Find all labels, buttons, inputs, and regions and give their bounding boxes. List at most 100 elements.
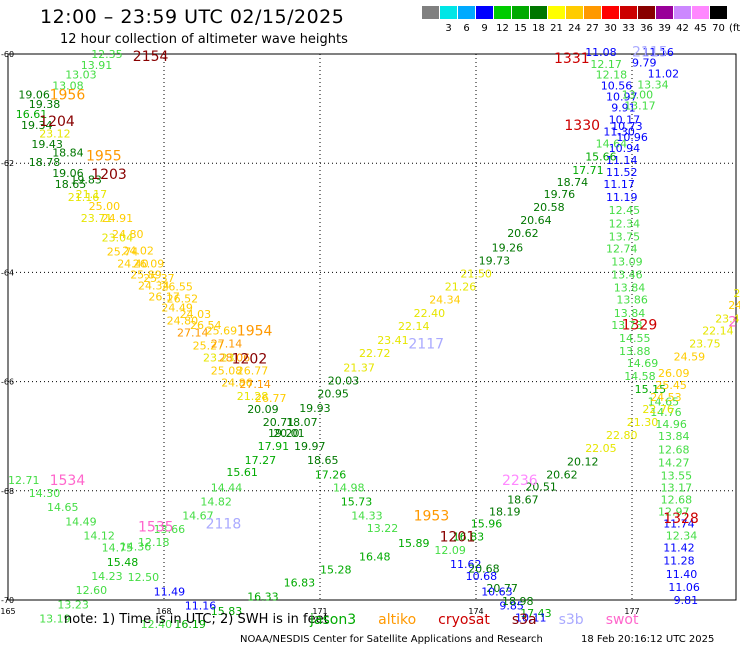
color-legend-swatch (602, 6, 619, 19)
pass-time-label: 2 (728, 315, 737, 331)
swh-value-label: 24.86 (221, 377, 253, 390)
swh-value-label: 13.75 (609, 230, 641, 243)
swh-value-label: 20.03 (328, 375, 360, 388)
swh-value-label: 9.79 (632, 57, 657, 70)
swh-value-label: 12.71 (8, 474, 40, 487)
page-subtitle: 12 hour collection of altimeter wave hei… (60, 32, 348, 47)
swh-value-label: 23.71 (81, 212, 113, 225)
swh-value-label: 16.19 (174, 618, 206, 631)
pass-time-label: 1535 (138, 519, 174, 535)
swh-value-label: 24.53 (650, 391, 682, 404)
pass-time-label: 2118 (206, 517, 242, 533)
swh-value-label: 10.68 (466, 570, 498, 583)
swh-value-label: 26.17 (148, 290, 180, 303)
pass-time-label: 1955 (86, 149, 122, 165)
swh-value-label: 19.93 (299, 402, 331, 415)
y-tick-label: -70 (1, 596, 14, 605)
swh-value-label: 22.14 (702, 324, 734, 337)
swh-value-label: 24.80 (112, 228, 144, 241)
swh-value-label: 13.00 (622, 88, 654, 101)
satellite-legend-item: s3b (558, 612, 584, 628)
color-legend-swatch (656, 6, 673, 19)
color-legend-swatch (422, 6, 439, 19)
swh-value-label: 25.69 (206, 324, 238, 337)
satellite-legend-item: jason3 (310, 612, 357, 628)
swh-value-label: 11.62 (450, 558, 482, 571)
swh-value-label: 14.12 (83, 530, 115, 543)
page-title: 12:00 – 23:59 UTC 02/15/2025 (40, 6, 345, 28)
swh-value-label: 11.28 (663, 555, 695, 568)
swh-value-label: 14.58 (624, 370, 656, 383)
pass-time-label: 1201 (440, 530, 476, 546)
swh-value-label: 15.15 (635, 383, 667, 396)
swh-value-label: 18.65 (55, 178, 87, 191)
swh-value-label: 14.75 (102, 542, 134, 555)
pass-time-label: 1953 (414, 508, 450, 524)
swh-value-label: 27.14 (177, 326, 209, 339)
swh-value-label: 23.75 (689, 337, 721, 350)
swh-value-label: 9.91 (611, 102, 636, 115)
footnote: note: 1) Time is in UTC; 2) SWH is in fe… (64, 612, 329, 627)
swh-value-label: 12.18 (596, 69, 628, 82)
color-legend-swatch (458, 6, 475, 19)
swh-value-label: 14.98 (333, 482, 365, 495)
swh-value-label: 14.44 (211, 482, 243, 495)
swh-value-label: 26.09 (658, 367, 690, 380)
swh-value-label: 18.98 (502, 595, 534, 608)
swh-value-label: 20.77 (486, 582, 518, 595)
swh-value-label: 11.06 (668, 581, 700, 594)
swh-value-label: 11.74 (663, 518, 695, 531)
color-legend-swatch (440, 6, 457, 19)
swh-value-label: 20.62 (507, 227, 539, 240)
swh-value-label: 12.68 (658, 443, 690, 456)
color-legend-swatch (692, 6, 709, 19)
color-legend-label: 15 (514, 23, 527, 34)
swh-value-label: 12.09 (434, 544, 466, 557)
swh-value-label: 19.43 (31, 138, 63, 151)
swh-value-label: 18.78 (29, 156, 61, 169)
swh-value-label: 15.48 (107, 556, 139, 569)
swh-value-label: 22.14 (398, 320, 430, 333)
y-tick-label: -60 (1, 50, 14, 59)
swh-value-label: 24.40 (117, 258, 149, 271)
color-legend-unit: (ft) (729, 23, 740, 34)
swh-value-label: 13.22 (367, 522, 399, 535)
swh-value-label: 11.16 (185, 599, 217, 612)
swh-value-label: 19.06 (52, 167, 83, 180)
swh-value-label: 13.17 (624, 99, 656, 112)
swh-value-label: 11.08 (585, 46, 617, 59)
swh-value-label: 25.37 (143, 272, 175, 285)
swh-value-label: 18.07 (286, 416, 318, 429)
swh-value-label: 25.74 (107, 246, 139, 259)
swh-value-label: 13.34 (637, 79, 669, 92)
swh-value-label: 26.77 (255, 392, 287, 405)
swh-value-label: 27.14 (239, 378, 271, 391)
generated-timestamp: 18 Feb 20:16:12 UTC 2025 (581, 634, 715, 645)
x-tick-label: 177 (624, 607, 639, 616)
color-legend-swatch (566, 6, 583, 19)
color-legend-label: 36 (640, 23, 653, 34)
swh-value-label: 26.54 (190, 319, 222, 332)
swh-value-label: 23.45 (715, 312, 740, 325)
color-legend-label: 27 (586, 23, 599, 34)
swh-value-label: 16.83 (453, 531, 485, 544)
plot-frame (7, 53, 737, 601)
swh-value-label: 13.09 (611, 255, 643, 268)
swh-value-label: 10.11 (515, 611, 547, 624)
swh-value-label: 18.67 (507, 494, 539, 507)
swh-value-label: 15.61 (226, 466, 258, 479)
swh-value-label: 18.65 (307, 454, 339, 467)
swh-value-label: 21.16 (68, 191, 100, 204)
swh-value-label: 10.56 (601, 80, 633, 93)
pass-time-label: 1954 (237, 323, 273, 339)
color-legend-label: 21 (550, 23, 563, 34)
swh-value-label: 22.72 (359, 347, 391, 360)
swh-value-label: 16.61 (16, 108, 48, 121)
swh-value-label: 19.76 (544, 188, 576, 201)
y-tick-label: -66 (1, 378, 14, 387)
color-legend-label: 42 (676, 23, 689, 34)
y-tick-label: -68 (1, 487, 14, 496)
satellite-legend-item: cryosat (438, 612, 490, 628)
swh-value-label: 22.80 (606, 429, 638, 442)
